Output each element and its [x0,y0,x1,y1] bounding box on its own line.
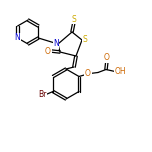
Text: O: O [104,53,110,62]
Text: OH: OH [114,67,126,76]
Text: S: S [72,14,76,24]
Text: O: O [45,47,51,55]
Text: O: O [85,69,91,78]
Text: Br: Br [38,90,46,99]
Text: S: S [83,36,87,45]
Text: N: N [53,40,59,48]
Text: N: N [15,33,21,43]
